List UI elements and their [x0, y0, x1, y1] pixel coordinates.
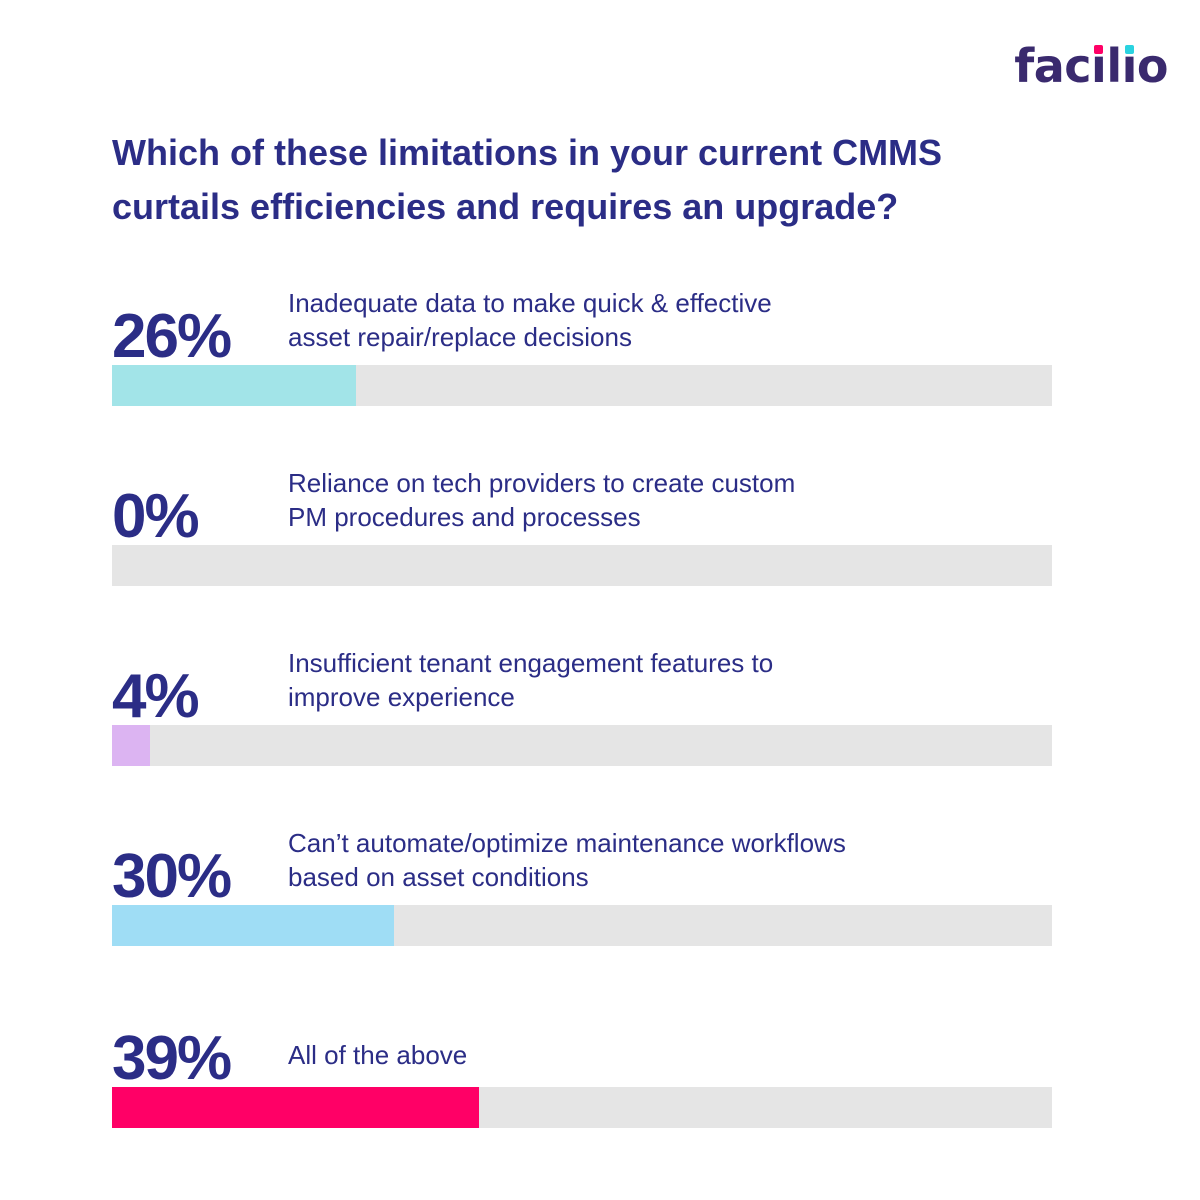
bar-value-label: 0%: [112, 482, 200, 551]
logo-dot: [1124, 45, 1134, 54]
logo-letter-i: ı: [1121, 39, 1138, 93]
bar-category-label: All of the above: [288, 1038, 988, 1072]
bar-category-label: Inadequate data to make quick & effectiv…: [288, 286, 988, 354]
label-line: Insufficient tenant engagement features …: [288, 648, 774, 678]
bar-track: [112, 725, 1052, 766]
bar: [112, 725, 150, 766]
logo-letter-i: ı: [1091, 39, 1107, 93]
bar-row: 4% Insufficient tenant engagement feature…: [112, 648, 1052, 800]
label-line: PM procedures and processes: [288, 502, 641, 532]
bar-value-label: 39%: [112, 1024, 232, 1093]
bar-value-label: 30%: [112, 842, 232, 911]
label-line: based on asset conditions: [288, 862, 589, 892]
bar-track: [112, 1087, 1052, 1128]
chart-title: Which of these limitations in your curre…: [112, 132, 943, 227]
bar-row: 0% Reliance on tech providers to create c…: [112, 468, 1052, 620]
logo-letters: l: [1106, 39, 1122, 93]
label-line: Inadequate data to make quick & effectiv…: [288, 288, 772, 318]
bar: [112, 905, 394, 946]
bar-row: 30% Can’t automate/optimize maintenance w…: [112, 828, 1052, 980]
bar-row: 39% All of the above: [112, 1012, 1052, 1162]
bar-category-label: Can’t automate/optimize maintenance work…: [288, 826, 988, 894]
bar-track: [112, 365, 1052, 406]
bar-value-label: 4%: [112, 662, 200, 731]
label-line: Reliance on tech providers to create cus…: [288, 468, 796, 498]
logo-letters: o: [1136, 39, 1169, 93]
label-line: All of the above: [288, 1040, 468, 1070]
bar-track: [112, 545, 1052, 586]
label-line: improve experience: [288, 682, 515, 712]
label-line: asset repair/replace decisions: [288, 322, 632, 352]
logo-letters: fac: [1014, 39, 1092, 93]
bar: [112, 1087, 479, 1128]
logo-dot: [1094, 45, 1104, 54]
bar-category-label: Reliance on tech providers to create cus…: [288, 466, 988, 534]
bar-category-label: Insufficient tenant engagement features …: [288, 646, 988, 714]
bar: [112, 365, 357, 406]
label-line: Can’t automate/optimize maintenance work…: [288, 828, 846, 858]
bar-row: 26% Inadequate data to make quick & effec…: [112, 288, 1052, 440]
bar-value-label: 26%: [112, 302, 232, 371]
facilio-logo: facı lı o: [1014, 38, 1168, 94]
bar-track: [112, 905, 1052, 946]
